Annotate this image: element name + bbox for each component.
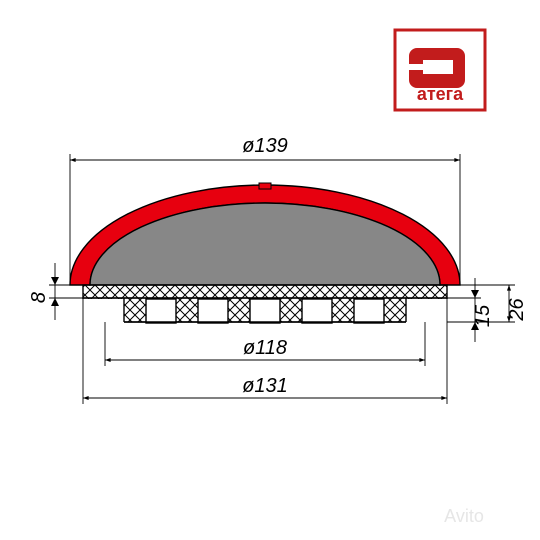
- svg-text:атега: атега: [417, 84, 464, 104]
- svg-text:Avito: Avito: [444, 506, 484, 526]
- svg-text:ø118: ø118: [243, 337, 287, 359]
- svg-text:26: 26: [506, 298, 528, 322]
- svg-text:ø131: ø131: [242, 375, 288, 397]
- svg-text:ø139: ø139: [242, 135, 288, 157]
- base-plate: [83, 285, 447, 298]
- svg-text:15: 15: [472, 304, 494, 327]
- svg-text:8: 8: [28, 292, 50, 303]
